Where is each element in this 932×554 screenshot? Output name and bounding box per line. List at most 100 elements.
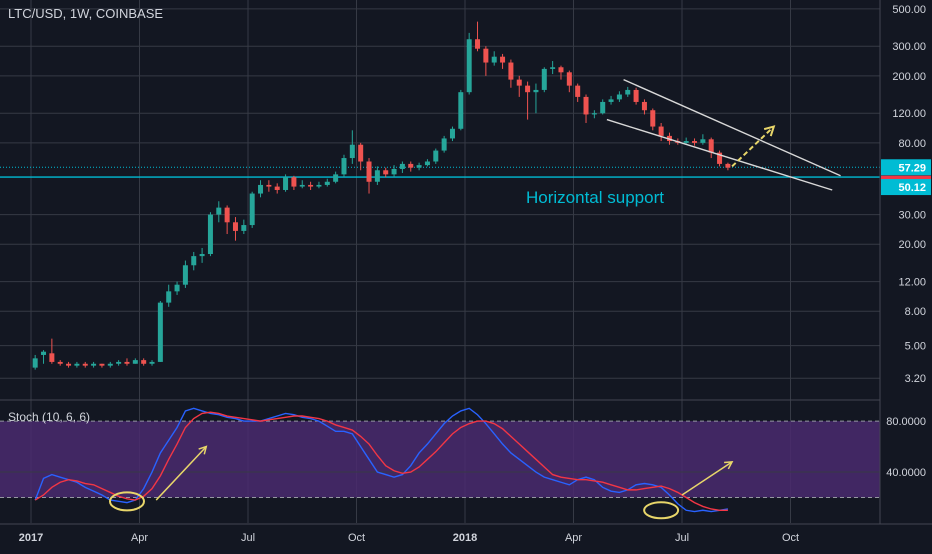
price-badge [881,179,931,196]
candle-body [57,361,63,364]
candle-body [550,67,556,69]
candle-body [449,128,455,139]
stoch-label: Stoch (10, 6, 6) [8,410,91,424]
candle-body [324,181,330,185]
candle-body [391,168,397,175]
candle-body [157,302,163,362]
candle-body [658,126,664,136]
price-tick-label: 8.00 [905,306,926,318]
candle-body [308,184,314,187]
price-axis-panel [880,0,932,550]
stoch-arrow-head [198,445,208,455]
candle-body [433,150,439,162]
horizontal-support-label: Horizontal support [526,188,664,207]
candle-body [416,165,422,168]
candle-body [374,170,380,182]
candle-body [458,92,464,129]
price-tick-label: 120.00 [892,108,926,120]
candle-body [166,291,172,303]
candle-body [533,89,539,93]
stoch-arrow [155,446,207,501]
candle-body [207,214,213,254]
time-tick-label: Apr [131,532,148,544]
candle-body [99,363,105,366]
candle-body [500,56,506,63]
candle-body [600,101,606,114]
candle-body [91,363,97,366]
price-tick-label: 12.00 [898,277,926,289]
candle-body [291,177,297,187]
candle-body [74,363,80,366]
candle-body [575,85,581,97]
trendline-upper [623,78,841,177]
price-tick-label: 5.00 [905,341,926,353]
candle-body [82,363,88,366]
candle-body [683,141,689,143]
highlight-ellipse [108,491,145,512]
price-tick-label: 500.00 [892,4,926,16]
stoch-arrow [681,461,733,496]
candle-body [274,186,280,190]
candle-body [491,56,497,63]
candle-body [199,253,205,257]
candle-body [650,110,656,127]
candle-body [249,193,255,226]
candle-body [174,284,180,292]
price-badge [881,159,931,176]
stoch-arrow-head [724,461,734,470]
candle-body [266,184,272,187]
candle-body [333,174,339,182]
candle-body [241,225,247,231]
candle-body [182,265,188,285]
candle-body [641,101,647,111]
candle-body [349,144,355,159]
candle-body [700,139,706,143]
symbol-header: LTC/USD, 1W, COINBASE [8,6,164,21]
price-tick-label: 80.00 [898,138,926,150]
price-badge-label: 50.12 [898,182,926,194]
stoch-tick-label: 40.0000 [886,467,926,479]
candle-body [525,85,531,93]
candle-body [483,48,489,63]
trendline-lower [606,118,833,191]
candle-body [591,113,597,115]
candle-body [299,184,305,187]
candle-body [717,152,723,164]
candle-body [516,79,522,86]
time-axis-panel [0,524,932,550]
candle-body [32,358,38,368]
price-tick-label: 200.00 [892,71,926,83]
candle-body [633,89,639,102]
time-tick-label: 2017 [19,532,43,544]
price-tick-label: 300.00 [892,41,926,53]
candle-body [283,177,289,190]
time-tick-label: Apr [565,532,582,544]
candle-body [124,361,130,364]
candle-body [566,72,572,86]
candle-body [107,363,113,366]
stoch-tick-label: 80.0000 [886,416,926,428]
candle-body [258,184,264,194]
candle-body [608,99,614,102]
candle-body [341,158,347,175]
breakout-arrow-head [763,125,776,137]
candle-body [366,161,372,182]
breakout-arrow [731,125,775,168]
time-tick-label: Oct [348,532,365,544]
candle-body [616,94,622,100]
candle-body [224,207,230,223]
price-badge-label: 57.29 [898,162,926,174]
candle-body [232,222,238,231]
candle-body [725,163,731,168]
candle-body [692,141,698,143]
candle-body [558,67,564,73]
time-tick-label: Jul [675,532,689,544]
time-tick-label: 2018 [453,532,477,544]
candle-body [625,89,631,95]
candle-body [132,360,138,364]
candle-body [508,62,514,80]
candle-body [191,256,197,266]
price-tick-label: 30.00 [898,210,926,222]
